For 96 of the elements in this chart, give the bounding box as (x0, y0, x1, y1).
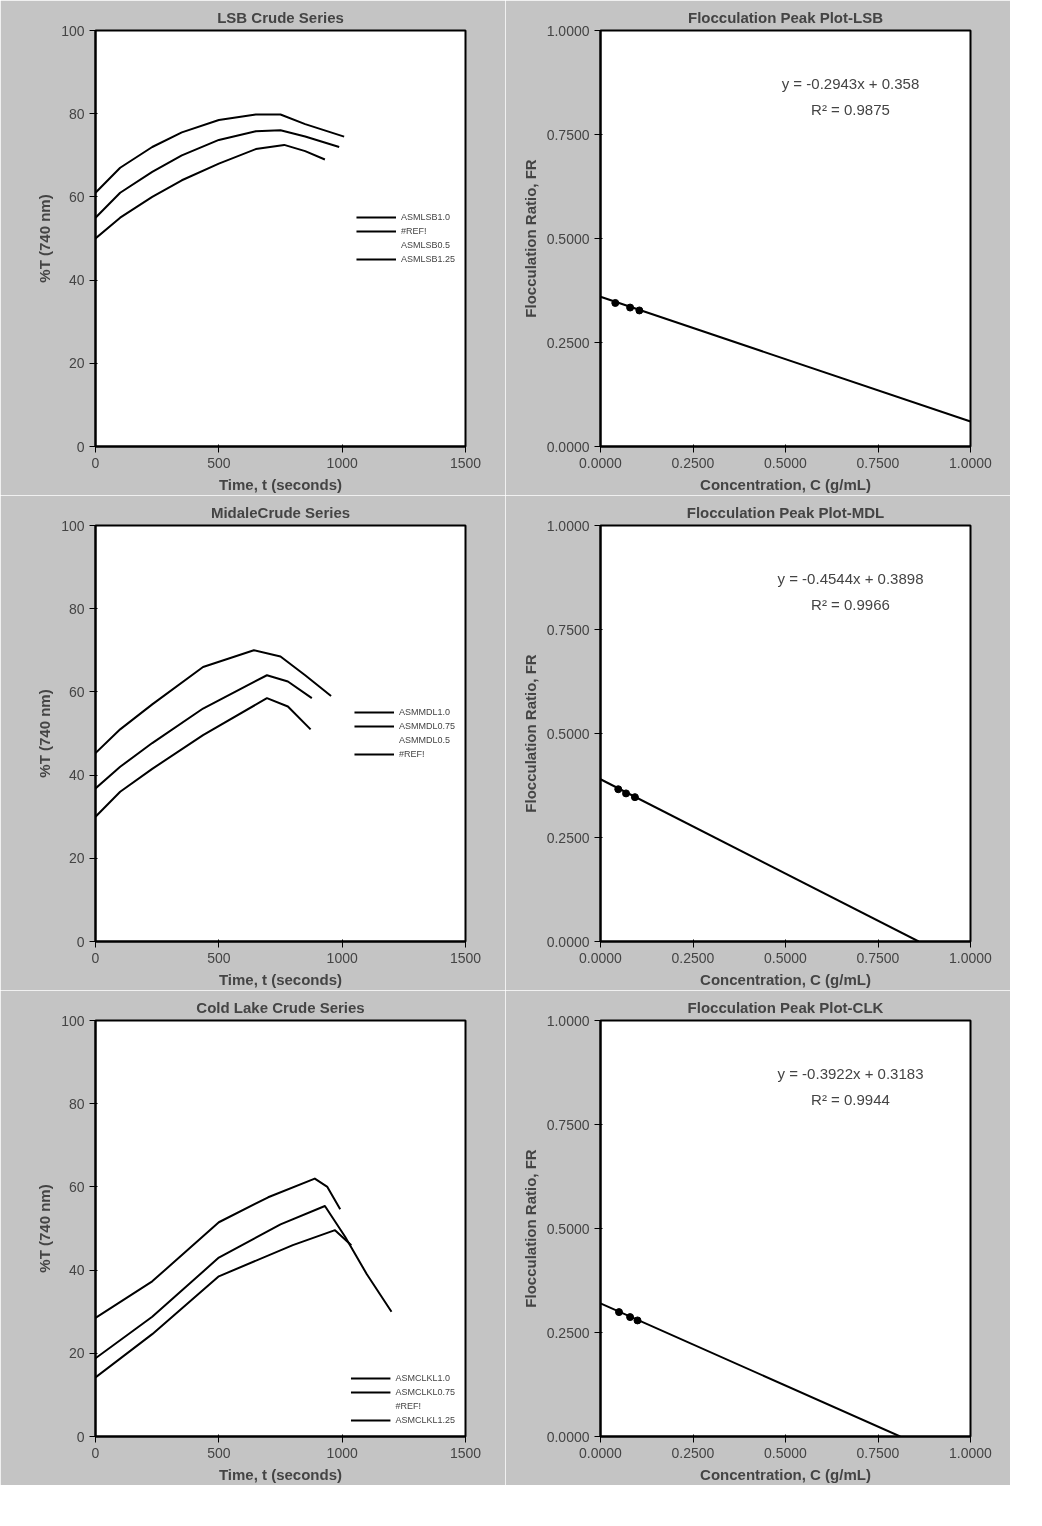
x-tick-label: 0.5000 (764, 454, 808, 471)
y-axis-title: %T (740 nm) (36, 194, 54, 283)
x-tick-label: 500 (207, 949, 231, 966)
x-tick-label: 1.0000 (949, 949, 993, 966)
y-tick-label: 100 (61, 22, 85, 39)
x-tick-label: 0 (91, 454, 100, 471)
chart-title: LSB Crude Series (217, 8, 344, 26)
x-tick-label: 0.7500 (856, 454, 900, 471)
y-tick-label: 0 (76, 1428, 85, 1445)
y-tick-label: 0.7500 (546, 621, 590, 638)
y-tick-label: 0.2500 (546, 1324, 590, 1341)
y-axis-title: Flocculation Ratio, FR (521, 159, 539, 318)
chart-title: MidaleCrude Series (210, 503, 351, 521)
x-axis-title: Concentration, C (g/mL) (700, 970, 871, 988)
y-axis-title: Flocculation Ratio, FR (521, 1149, 539, 1308)
chart-title: Cold Lake Crude Series (196, 998, 365, 1016)
y-tick-label: 60 (68, 1178, 85, 1195)
y-tick-label: 0.7500 (546, 1116, 590, 1133)
y-tick-label: 80 (68, 600, 85, 617)
y-tick-label: 0.7500 (546, 126, 590, 143)
x-tick-label: 0 (91, 949, 100, 966)
x-tick-label: 0.0000 (579, 1444, 623, 1461)
x-tick-label: 1500 (449, 454, 482, 471)
y-axis-title: Flocculation Ratio, FR (521, 654, 539, 813)
y-tick-label: 20 (68, 355, 85, 372)
legend-label: #REF! (398, 748, 425, 760)
y-axis-title: %T (740 nm) (36, 689, 54, 778)
x-tick-label: 1000 (326, 949, 358, 966)
annotation: R² = 0.9966 (811, 595, 890, 613)
y-tick-label: 0 (76, 438, 85, 455)
chart-title: Flocculation Peak Plot-MDL (686, 503, 885, 521)
x-tick-label: 500 (207, 1444, 231, 1461)
x-axis-title: Concentration, C (g/mL) (700, 475, 871, 493)
y-tick-label: 100 (61, 1012, 85, 1029)
y-tick-label: 0.5000 (546, 230, 590, 247)
x-tick-label: 1500 (449, 1444, 482, 1461)
x-axis-title: Time, t (seconds) (218, 1465, 343, 1483)
legend-label: ASMCLKL1.25 (395, 1414, 455, 1426)
chart-title: Flocculation Peak Plot-LSB (687, 8, 884, 26)
x-tick-label: 0.5000 (764, 949, 808, 966)
y-tick-label: 1.0000 (546, 1012, 590, 1029)
annotation: R² = 0.9875 (811, 100, 890, 118)
y-tick-label: 0 (76, 933, 85, 950)
x-axis-title: Concentration, C (g/mL) (700, 1465, 871, 1483)
y-tick-label: 1.0000 (546, 517, 590, 534)
y-tick-label: 40 (68, 272, 85, 289)
y-axis-title: %T (740 nm) (36, 1184, 54, 1273)
y-tick-label: 80 (68, 1095, 85, 1112)
y-tick-label: 40 (68, 1262, 85, 1279)
y-tick-label: 0.5000 (546, 1220, 590, 1237)
legend-label: ASMLSB1.25 (400, 253, 455, 265)
x-tick-label: 0.0000 (579, 949, 623, 966)
y-tick-label: 80 (68, 105, 85, 122)
chart-title: Flocculation Peak Plot-CLK (687, 998, 884, 1016)
y-tick-label: 60 (68, 188, 85, 205)
x-axis-title: Time, t (seconds) (218, 475, 343, 493)
y-tick-label: 0.0000 (546, 933, 590, 950)
annotation: R² = 0.9944 (811, 1090, 890, 1108)
legend-label: #REF! (400, 225, 427, 237)
annotation: y = -0.4544x + 0.3898 (777, 569, 924, 587)
text: ASMMDL0.5 (398, 734, 450, 746)
x-tick-label: 0.5000 (764, 1444, 808, 1461)
y-tick-label: 20 (68, 850, 85, 867)
x-tick-label: 0.2500 (671, 949, 715, 966)
legend-label: ASMCLKL1.0 (395, 1372, 450, 1384)
x-tick-label: 0.7500 (856, 949, 900, 966)
text: ASMLSB0.5 (400, 239, 450, 251)
x-tick-label: 1.0000 (949, 454, 993, 471)
y-tick-label: 40 (68, 767, 85, 784)
legend-label: ASMMDL1.0 (398, 706, 450, 718)
annotation: y = -0.2943x + 0.358 (781, 74, 920, 92)
y-tick-label: 20 (68, 1345, 85, 1362)
x-tick-label: 1000 (326, 454, 358, 471)
x-tick-label: 0 (91, 1444, 100, 1461)
x-tick-label: 0.7500 (856, 1444, 900, 1461)
annotation: y = -0.3922x + 0.3183 (777, 1064, 924, 1082)
y-tick-label: 0.2500 (546, 829, 590, 846)
y-tick-label: 0.5000 (546, 725, 590, 742)
text: #REF! (395, 1400, 421, 1412)
y-tick-label: 0.2500 (546, 334, 590, 351)
x-tick-label: 1000 (326, 1444, 358, 1461)
legend-label: ASMMDL0.75 (398, 720, 455, 732)
y-tick-label: 0.0000 (546, 1428, 590, 1445)
x-tick-label: 0.0000 (579, 454, 623, 471)
legend-label: ASMLSB1.0 (400, 211, 450, 223)
x-axis-title: Time, t (seconds) (218, 970, 343, 988)
x-tick-label: 1500 (449, 949, 482, 966)
legend-label: ASMCLKL0.75 (395, 1386, 455, 1398)
y-tick-label: 0.0000 (546, 438, 590, 455)
x-tick-label: 1.0000 (949, 1444, 993, 1461)
y-tick-label: 1.0000 (546, 22, 590, 39)
x-tick-label: 500 (207, 454, 231, 471)
x-tick-label: 0.2500 (671, 454, 715, 471)
x-tick-label: 0.2500 (671, 1444, 715, 1461)
y-tick-label: 100 (61, 517, 85, 534)
y-tick-label: 60 (68, 683, 85, 700)
